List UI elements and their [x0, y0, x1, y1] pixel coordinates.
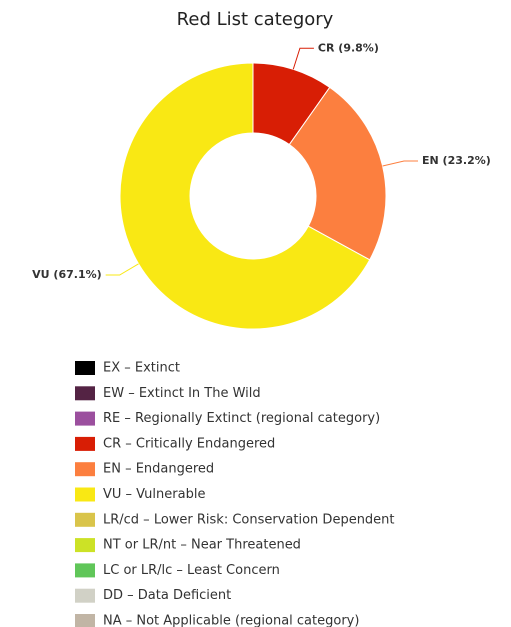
- legend-swatch: [75, 538, 95, 553]
- data-label: EN (23.2%): [422, 154, 491, 167]
- leader-line: [382, 160, 419, 167]
- legend-label: EX – Extinct: [103, 361, 180, 376]
- leader-line: [292, 47, 314, 70]
- legend-label: EW – Extinct In The Wild: [103, 386, 261, 401]
- legend-label: LC or LR/lc – Least Concern: [103, 563, 280, 578]
- donut-slice: [119, 62, 371, 330]
- legend-swatch: [75, 386, 95, 401]
- legend-swatch: [75, 361, 95, 375]
- leader-line: [105, 263, 139, 276]
- legend-label: NT or LR/nt – Near Threatened: [103, 538, 301, 553]
- legend-label: EN – Endangered: [103, 462, 214, 477]
- legend-swatch: [75, 411, 95, 426]
- legend-swatch: [75, 614, 95, 627]
- legend-label: RE – Regionally Extinct (regional catego…: [103, 411, 380, 426]
- legend-swatch: [75, 512, 95, 527]
- data-label: CR (9.8%): [318, 41, 379, 54]
- legend-swatch: [75, 563, 95, 578]
- legend-label: NA – Not Applicable (regional category): [103, 614, 359, 627]
- legend-label: VU – Vulnerable: [103, 487, 205, 502]
- donut-slice: [288, 86, 387, 261]
- data-label: VU (67.1%): [32, 268, 102, 281]
- legend-label: DD – Data Deficient: [103, 588, 231, 603]
- chart-title: Red List category: [177, 9, 334, 30]
- legend-swatch: [75, 588, 95, 603]
- legend-swatch: [75, 462, 95, 477]
- legend-label: CR – Critically Endangered: [103, 436, 275, 451]
- legend-swatch: [75, 487, 95, 502]
- legend-label: LR/cd – Lower Risk: Conservation Depende…: [103, 512, 395, 527]
- legend-swatch: [75, 436, 95, 451]
